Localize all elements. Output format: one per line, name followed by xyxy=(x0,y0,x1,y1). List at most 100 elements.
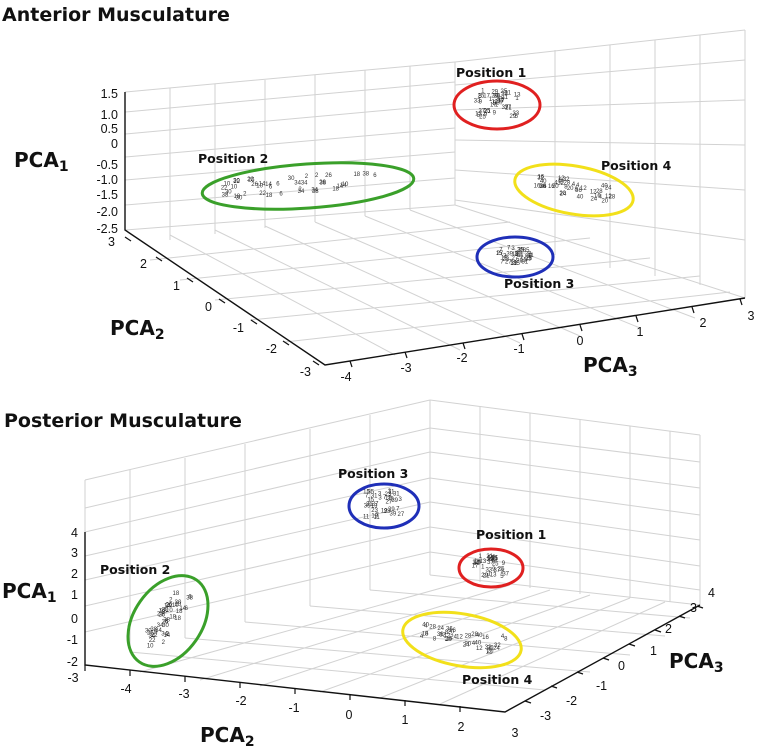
data-point: 1 xyxy=(515,96,519,102)
data-point: 12 xyxy=(558,176,565,182)
data-point: 18 xyxy=(176,609,183,615)
data-point: 5 xyxy=(477,113,481,119)
data-point: 35 xyxy=(517,248,524,254)
data-point: 35 xyxy=(387,497,394,503)
tick-label: 0 xyxy=(111,137,118,151)
data-point: 2 xyxy=(315,173,319,179)
data-point: 2 xyxy=(305,174,309,180)
data-point: 35 xyxy=(513,261,520,267)
data-point: 10 xyxy=(174,602,181,608)
data-point: 14 xyxy=(164,604,171,610)
anterior-position-labels: Position 1 Position 2 Position 3 Positio… xyxy=(198,65,672,291)
tick-label: 2 xyxy=(71,567,78,581)
data-point: 13 xyxy=(514,92,521,98)
data-point: 8 xyxy=(425,631,429,637)
data-point: 20 xyxy=(567,186,574,192)
data-point: 20 xyxy=(445,637,452,643)
data-point: 29 xyxy=(509,114,516,120)
data-point: 22 xyxy=(259,191,266,197)
data-point: 10 xyxy=(256,184,263,190)
tick-label: -3 xyxy=(300,365,311,379)
data-point: 20 xyxy=(552,184,559,190)
data-point: 1 xyxy=(479,554,483,560)
data-point: 4 xyxy=(554,180,558,186)
anterior-grid xyxy=(124,29,746,366)
tick-label: 3 xyxy=(71,546,78,560)
data-point: 16 xyxy=(449,628,456,634)
data-point: 9 xyxy=(484,112,488,118)
cluster-ellipse xyxy=(126,574,210,668)
data-point: 11 xyxy=(388,489,395,495)
tick-label: 0.5 xyxy=(101,122,118,136)
anterior-pca2-label: PCA2 xyxy=(110,316,165,343)
data-point: 18 xyxy=(233,194,240,200)
data-point: 5 xyxy=(477,561,481,567)
data-point: 13 xyxy=(491,99,498,105)
data-point: 24 xyxy=(540,184,547,190)
data-point: 20 xyxy=(464,642,471,648)
data-point: 18 xyxy=(173,591,180,597)
position-4-label: Position 4 xyxy=(462,672,533,687)
data-point: 39 xyxy=(516,258,523,264)
data-point: 2 xyxy=(166,632,170,638)
data-point: 20 xyxy=(559,191,566,197)
data-point: 11 xyxy=(527,253,534,259)
tick-label: 1 xyxy=(173,279,180,293)
posterior-pca1-label: PCA1 xyxy=(2,579,57,606)
data-point: 6 xyxy=(373,173,377,179)
data-point: 39 xyxy=(391,498,398,504)
data-point: 10 xyxy=(231,185,238,191)
data-point: 32 xyxy=(537,175,544,181)
data-point: 28 xyxy=(465,633,472,639)
data-point: 29 xyxy=(494,94,501,100)
tick-label: 4 xyxy=(71,526,78,540)
data-point: 33 xyxy=(512,111,519,117)
tick-label: -2 xyxy=(566,694,577,708)
data-point: 34 xyxy=(148,634,155,640)
data-point: 16 xyxy=(446,637,453,643)
data-point: 26 xyxy=(325,173,332,179)
data-point: 33 xyxy=(496,96,503,102)
data-point: 38 xyxy=(312,189,319,195)
data-point: 1 xyxy=(495,103,499,109)
anterior-pca2-ticks: 3 2 1 0 -1 -2 -3 xyxy=(108,235,320,379)
data-point: 29 xyxy=(481,573,488,579)
data-point: 12 xyxy=(444,634,451,640)
data-point: 39 xyxy=(388,507,395,513)
tick-label: -1 xyxy=(233,321,244,335)
data-point: 28 xyxy=(609,195,616,201)
data-point: 34 xyxy=(311,188,318,194)
data-point: 31 xyxy=(393,491,400,497)
data-point: 12 xyxy=(486,650,493,656)
data-point: 27 xyxy=(372,501,379,507)
data-point: 27 xyxy=(385,499,392,505)
data-point: 16 xyxy=(534,183,541,189)
position-2-label: Position 2 xyxy=(198,151,268,166)
data-point: 3 xyxy=(511,246,515,252)
position-1-label: Position 1 xyxy=(456,65,526,80)
data-point: 27 xyxy=(398,512,405,518)
data-point: 40 xyxy=(540,179,547,185)
data-point: 7 xyxy=(365,494,369,500)
data-point: 13 xyxy=(490,572,497,578)
tick-label: 0 xyxy=(577,334,584,348)
tick-label: 2 xyxy=(700,316,707,330)
data-point: 30 xyxy=(145,628,152,634)
anterior-pca1-label: PCA1 xyxy=(14,148,69,175)
data-point: 36 xyxy=(446,627,453,633)
data-point: 29 xyxy=(474,560,481,566)
data-point: 1 xyxy=(474,559,478,565)
data-point: 37 xyxy=(502,105,509,111)
cluster-1: 1591317212529333715913172125293337159131… xyxy=(457,547,525,589)
data-point: 37 xyxy=(505,105,512,111)
tick-label: -1 xyxy=(67,633,78,647)
data-point: 9 xyxy=(493,101,497,107)
data-point: 20 xyxy=(447,629,454,635)
data-point: 29 xyxy=(491,90,498,96)
tick-label: -4 xyxy=(120,682,131,696)
cluster-ellipse xyxy=(452,79,542,131)
position-1-label: Position 1 xyxy=(476,527,546,542)
